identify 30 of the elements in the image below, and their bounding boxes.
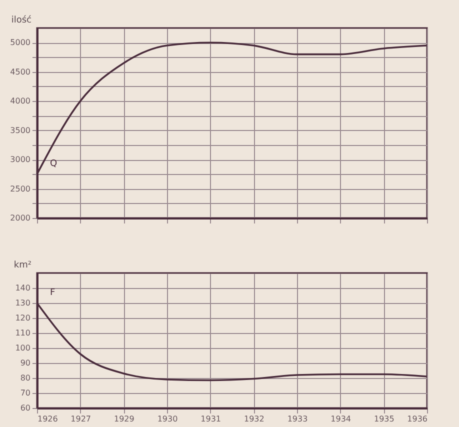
y-tick-label: 90 <box>20 358 30 368</box>
x-tick-label: 1935 <box>374 414 394 424</box>
x-tick-label: 1929 <box>114 414 134 424</box>
x-tick-label: 1931 <box>200 414 222 424</box>
x-tick-label: 1933 <box>287 414 308 424</box>
y-tick-label: 4500 <box>10 67 30 76</box>
x-tick-label: 1926 <box>38 414 58 424</box>
y-tick-label: 110 <box>15 328 30 338</box>
y-tick-label: 80 <box>20 374 30 382</box>
y-tick-label: 5000 <box>10 38 30 48</box>
y-tick-label: 2000 <box>10 214 30 222</box>
y-tick-label: 3500 <box>10 126 30 135</box>
y-axis-title: km² <box>14 260 32 270</box>
y-tick-label: 70 <box>20 388 30 398</box>
y-tick-label: 140 <box>15 284 30 292</box>
x-tick-label: 1934 <box>330 414 352 424</box>
y-tick-label: 4000 <box>10 96 30 106</box>
y-tick-label: 130 <box>15 298 30 308</box>
y-tick-label: 120 <box>15 314 30 322</box>
annotation: F <box>50 288 56 298</box>
y-tick-label: 60 <box>20 404 30 412</box>
y-tick-label: 100 <box>15 344 30 352</box>
x-tick-label: 1932 <box>244 414 264 424</box>
x-tick-label: 1930 <box>157 414 178 424</box>
y-axis-title: ilość <box>11 14 32 26</box>
x-tick-label: 1936 <box>407 414 428 424</box>
y-tick-label: 2500 <box>10 184 30 194</box>
y-tick-label: 3000 <box>10 155 30 164</box>
x-tick-label: 1927 <box>70 414 92 424</box>
annotation: Q <box>50 159 58 170</box>
